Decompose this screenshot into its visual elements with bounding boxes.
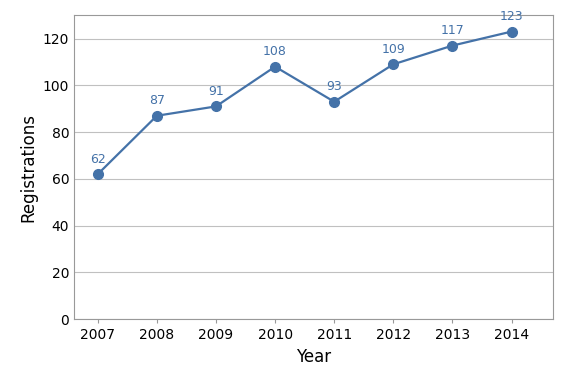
Text: 123: 123 [500, 10, 523, 23]
Text: 93: 93 [326, 81, 342, 93]
Y-axis label: Registrations: Registrations [19, 113, 37, 222]
Text: 108: 108 [263, 45, 287, 58]
Text: 87: 87 [149, 94, 165, 108]
Text: 91: 91 [208, 85, 224, 98]
Text: 109: 109 [381, 43, 405, 56]
Text: 117: 117 [441, 24, 465, 37]
X-axis label: Year: Year [296, 348, 331, 366]
Text: 62: 62 [90, 153, 105, 166]
